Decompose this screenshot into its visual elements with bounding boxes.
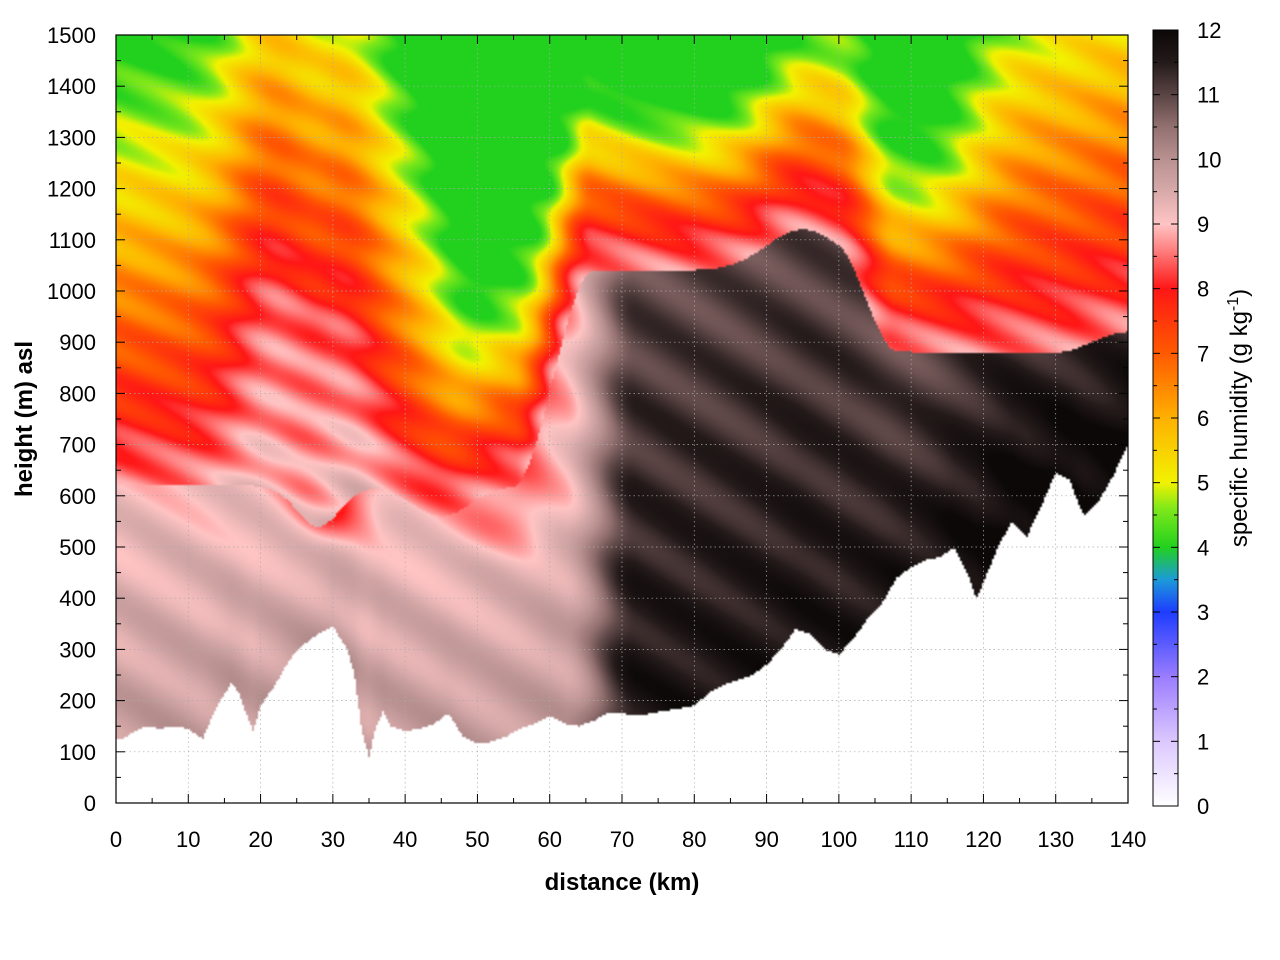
x-axis-title: distance (km) (545, 869, 700, 896)
colorbar-tick-label: 2 (1197, 665, 1209, 690)
y-tick-label: 400 (59, 586, 96, 611)
colorbar-tick-label: 4 (1197, 535, 1209, 560)
y-tick-label: 1400 (47, 74, 96, 99)
y-tick-label: 1200 (47, 177, 96, 202)
y-axis-title: height (m) asl (11, 341, 38, 497)
x-tick-label: 90 (754, 827, 778, 852)
y-tick-label: 200 (59, 689, 96, 714)
x-tick-label: 30 (321, 827, 345, 852)
x-tick-label: 10 (176, 827, 200, 852)
y-tick-label: 900 (59, 330, 96, 355)
y-tick-label: 600 (59, 484, 96, 509)
x-tick-label: 120 (965, 827, 1002, 852)
colorbar-tick-label: 7 (1197, 341, 1209, 366)
y-tick-label: 1000 (47, 279, 96, 304)
x-axis-ticks: 0 10 20 30 40 50 60 70 80 90 100 110 120 130 140 (110, 35, 1146, 852)
colorbar-tick-label: 9 (1197, 212, 1209, 237)
y-tick-label: 300 (59, 637, 96, 662)
colorbar-tick-label: 1 (1197, 729, 1209, 754)
y-tick-label: 800 (59, 381, 96, 406)
y-tick-label: 1100 (49, 228, 96, 253)
y-tick-label: 1300 (47, 125, 96, 150)
colorbar-tick-label: 6 (1197, 406, 1209, 431)
y-axis-ticks: 0 100 200 300 400 500 600 700 800 900 1000 1100 1200… (47, 23, 1128, 816)
colorbar-tick-label: 5 (1197, 471, 1209, 496)
colorbar-tick-label: 0 (1197, 794, 1209, 819)
y-tick-label: 500 (59, 535, 96, 560)
colorbar-tick-label: 12 (1197, 18, 1221, 43)
x-tick-label: 40 (393, 827, 417, 852)
y-tick-label: 1500 (47, 23, 96, 48)
y-tick-label: 0 (84, 791, 96, 816)
colorbar-tick-label: 10 (1197, 147, 1221, 172)
colorbar-title-main: specific humidity (g kg (1226, 311, 1253, 547)
x-tick-label: 50 (465, 827, 489, 852)
x-tick-label: 100 (820, 827, 857, 852)
grid-lines (116, 35, 1128, 803)
colorbar-title-sup: -1 (1225, 297, 1242, 311)
x-tick-label: 60 (537, 827, 561, 852)
x-tick-label: 20 (248, 827, 272, 852)
x-tick-label: 70 (610, 827, 634, 852)
colorbar-tick-label: 8 (1197, 277, 1209, 302)
y-tick-label: 100 (59, 740, 96, 765)
x-tick-label: 140 (1110, 827, 1147, 852)
x-tick-label: 130 (1037, 827, 1074, 852)
x-tick-label: 80 (682, 827, 706, 852)
colorbar-tick-label: 3 (1197, 600, 1209, 625)
x-tick-label: 0 (110, 827, 122, 852)
colorbar-title: specific humidity (g kg-1) (1225, 289, 1253, 547)
x-tick-label: 110 (894, 827, 929, 852)
y-tick-label: 700 (59, 433, 96, 458)
colorbar-tick-label: 11 (1197, 83, 1220, 108)
colorbar-title-end: ) (1226, 289, 1253, 297)
